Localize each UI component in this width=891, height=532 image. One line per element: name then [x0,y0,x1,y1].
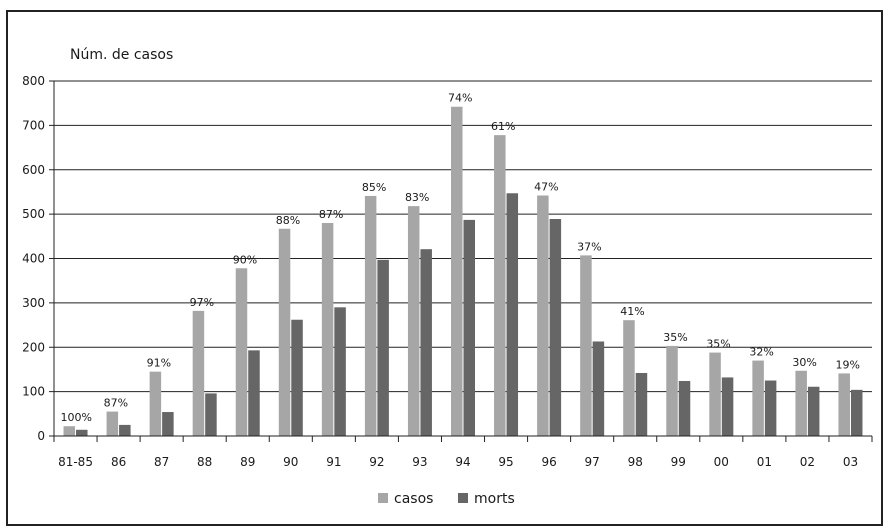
x-tick-label: 90 [283,455,298,469]
bars: 100% 87% 91% 97% 90% 88% 87% 85% 83% 74% 61% 47% 37%… [61,92,863,437]
percent-label: 37% [577,240,601,253]
x-tick-label: 86 [111,455,126,469]
x-tick-label: 95 [498,455,513,469]
bar-morts [807,386,820,436]
x-tick-label: 87 [154,455,169,469]
bar-casos [407,206,420,436]
bar-morts [463,219,475,436]
bar-morts [850,389,863,436]
percent-label: 30% [792,356,816,369]
y-tick-label: 800 [22,74,45,88]
bar-casos [192,310,205,436]
legend-label-morts: morts [474,491,515,507]
bar-morts [119,424,131,436]
bar-casos [278,228,291,436]
bar-morts [377,259,389,436]
percent-label: 97% [190,296,214,309]
bar-casos [321,223,334,436]
percent-label: 35% [663,331,687,344]
x-tick-label: 93 [412,455,427,469]
x-tick-label: 00 [714,455,729,469]
percent-label: 74% [448,92,472,105]
bar-morts [248,350,260,436]
x-tick-label: 81-85 [58,455,93,469]
bar-casos [235,268,248,436]
y-tick-label: 600 [22,163,45,177]
bar-morts [592,341,605,436]
bar-morts [764,380,777,436]
percent-label: 87% [319,208,343,221]
percent-label: 90% [233,253,257,266]
bar-casos [63,426,76,436]
y-tick-label: 500 [22,207,45,221]
y-tick-label: 200 [22,340,45,354]
percent-label: 91% [147,357,171,370]
legend: casos morts [378,491,515,507]
y-tick-label: 300 [22,296,45,310]
percent-label: 61% [491,120,515,133]
y-tick-label: 400 [22,252,45,266]
percent-label: 47% [534,180,558,193]
x-tick-label: 02 [800,455,815,469]
x-tick-label: 03 [843,455,858,469]
bar-casos [451,106,463,437]
y-tick-label: 700 [22,118,45,132]
x-tick-label: 96 [541,455,556,469]
percent-label: 85% [362,181,386,194]
bar-casos [666,345,678,436]
bar-morts [291,319,303,436]
legend-swatch-casos [378,493,388,503]
percent-label: 32% [749,346,773,359]
bar-casos [623,320,635,436]
bar-morts [205,393,217,436]
y-tick-label: 0 [37,429,45,443]
x-tick-label: 88 [197,455,212,469]
x-tick-label: 91 [326,455,341,469]
gridlines [54,80,872,393]
bar-casos [149,371,162,436]
bar-casos [106,411,119,436]
legend-label-casos: casos [394,491,433,507]
x-tick-label: 98 [628,455,643,469]
bar-morts [420,249,432,436]
bar-casos [838,373,850,436]
percent-label: 41% [620,305,644,318]
x-tick-label: 94 [455,455,470,469]
percent-label: 100% [61,411,92,424]
y-axis-label: Núm. de casos [70,47,173,63]
bar-morts [678,380,691,436]
x-tick-label: 01 [757,455,772,469]
legend-swatch-morts [458,493,468,503]
bar-morts [721,377,734,436]
percent-label: 88% [276,214,300,227]
bar-morts [635,372,648,436]
bar-morts [549,219,562,436]
bar-casos [364,195,377,436]
bar-morts [334,307,346,436]
x-tick-label: 97 [585,455,600,469]
bar-casos [580,255,592,436]
chart-frame [6,10,883,526]
bar-morts [76,429,88,436]
percent-label: 83% [405,191,429,204]
x-tick-label: 92 [369,455,384,469]
bar-casos [709,352,721,436]
percent-label: 35% [706,338,730,351]
bar-casos [795,370,807,436]
bar-casos [494,135,506,436]
bar-morts [506,193,519,436]
y-tick-label: 100 [22,385,45,399]
x-tick-label: 99 [671,455,686,469]
percent-label: 19% [835,358,859,371]
bar-casos [752,360,764,436]
percent-label: 87% [104,397,128,410]
x-tick-label: 89 [240,455,255,469]
bar-casos [537,195,549,436]
bar-morts [162,412,174,436]
